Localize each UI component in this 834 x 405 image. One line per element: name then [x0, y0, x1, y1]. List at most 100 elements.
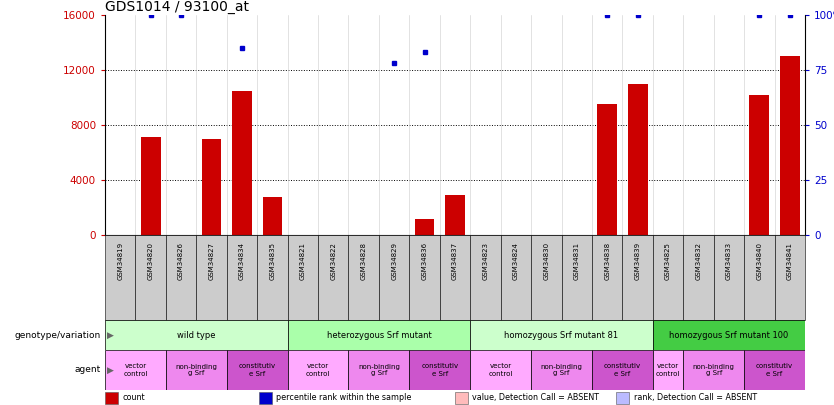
Text: rank, Detection Call = ABSENT: rank, Detection Call = ABSENT — [634, 393, 756, 402]
Bar — [288, 320, 470, 350]
Bar — [202, 139, 221, 235]
Text: GSM34841: GSM34841 — [786, 242, 793, 280]
Text: GSM34821: GSM34821 — [300, 242, 306, 280]
Bar — [750, 95, 769, 235]
Bar — [592, 350, 653, 390]
Text: GSM34829: GSM34829 — [391, 242, 397, 280]
Bar — [597, 104, 617, 235]
Text: GSM34836: GSM34836 — [421, 242, 428, 280]
Text: GSM34819: GSM34819 — [118, 242, 123, 280]
Text: GSM34839: GSM34839 — [635, 242, 641, 280]
Text: GSM34828: GSM34828 — [360, 242, 367, 280]
Bar — [166, 235, 196, 320]
Bar — [683, 235, 714, 320]
Text: GSM34824: GSM34824 — [513, 242, 519, 280]
Bar — [288, 235, 318, 320]
Text: GSM34832: GSM34832 — [696, 242, 701, 280]
Bar — [470, 320, 653, 350]
Bar — [318, 235, 349, 320]
Bar — [616, 392, 629, 403]
Bar — [440, 235, 470, 320]
Text: GDS1014 / 93100_at: GDS1014 / 93100_at — [105, 0, 249, 14]
Bar — [227, 350, 288, 390]
Bar — [263, 196, 282, 235]
Text: ▶: ▶ — [107, 330, 113, 339]
Text: agent: agent — [74, 365, 101, 375]
Bar — [232, 91, 252, 235]
Bar — [500, 235, 531, 320]
Text: GSM34831: GSM34831 — [574, 242, 580, 280]
Bar — [105, 392, 118, 403]
Bar — [105, 320, 288, 350]
Text: GSM34825: GSM34825 — [665, 242, 671, 280]
Text: wild type: wild type — [177, 330, 215, 339]
Bar — [288, 350, 349, 390]
Text: GSM34838: GSM34838 — [604, 242, 610, 280]
Bar — [561, 235, 592, 320]
Text: GSM34837: GSM34837 — [452, 242, 458, 280]
Text: non-binding
g Srf: non-binding g Srf — [540, 364, 582, 377]
Bar — [379, 235, 409, 320]
Bar — [409, 235, 440, 320]
Bar — [592, 235, 622, 320]
Text: percentile rank within the sample: percentile rank within the sample — [277, 393, 412, 402]
Text: homozygous Srf mutant 100: homozygous Srf mutant 100 — [670, 330, 788, 339]
Bar — [470, 235, 500, 320]
Bar — [105, 235, 135, 320]
Bar — [653, 235, 683, 320]
Text: GSM34833: GSM34833 — [726, 242, 732, 280]
Bar — [227, 235, 257, 320]
Bar — [349, 350, 409, 390]
Text: GSM34827: GSM34827 — [208, 242, 214, 280]
Text: vector
control: vector control — [306, 364, 330, 377]
Bar — [470, 350, 531, 390]
Bar — [683, 350, 744, 390]
Bar — [196, 235, 227, 320]
Bar — [622, 235, 653, 320]
Bar — [445, 195, 465, 235]
Bar — [653, 320, 805, 350]
Text: homozygous Srf mutant 81: homozygous Srf mutant 81 — [505, 330, 619, 339]
Bar — [105, 350, 166, 390]
Bar — [714, 235, 744, 320]
Bar — [414, 219, 435, 235]
Text: genotype/variation: genotype/variation — [14, 330, 101, 339]
Text: GSM34826: GSM34826 — [178, 242, 184, 280]
Text: value, Detection Call = ABSENT: value, Detection Call = ABSENT — [473, 393, 600, 402]
Bar — [349, 235, 379, 320]
Text: GSM34823: GSM34823 — [482, 242, 489, 280]
Text: GSM34834: GSM34834 — [239, 242, 245, 280]
Text: non-binding
g Srf: non-binding g Srf — [175, 364, 217, 377]
Bar — [141, 137, 160, 235]
Text: ▶: ▶ — [107, 365, 113, 375]
Text: GSM34835: GSM34835 — [269, 242, 275, 280]
Text: GSM34840: GSM34840 — [756, 242, 762, 280]
Bar — [628, 84, 647, 235]
Text: non-binding
g Srf: non-binding g Srf — [693, 364, 735, 377]
Bar — [166, 350, 227, 390]
Text: constitutiv
e Srf: constitutiv e Srf — [604, 364, 641, 377]
Text: constitutiv
e Srf: constitutiv e Srf — [421, 364, 459, 377]
Text: vector
control: vector control — [656, 364, 681, 377]
Bar — [135, 235, 166, 320]
Bar — [259, 392, 272, 403]
Text: non-binding
g Srf: non-binding g Srf — [358, 364, 399, 377]
Bar — [455, 392, 468, 403]
Text: count: count — [123, 393, 145, 402]
Bar — [257, 235, 288, 320]
Text: GSM34830: GSM34830 — [543, 242, 550, 280]
Text: GSM34820: GSM34820 — [148, 242, 153, 280]
Bar — [744, 235, 775, 320]
Text: vector
control: vector control — [123, 364, 148, 377]
Text: vector
control: vector control — [489, 364, 513, 377]
Bar — [531, 350, 592, 390]
Bar — [653, 350, 683, 390]
Text: constitutiv
e Srf: constitutiv e Srf — [239, 364, 276, 377]
Text: heterozygous Srf mutant: heterozygous Srf mutant — [327, 330, 431, 339]
Bar — [775, 235, 805, 320]
Bar — [780, 56, 800, 235]
Bar — [531, 235, 561, 320]
Bar — [409, 350, 470, 390]
Bar — [744, 350, 805, 390]
Text: constitutiv
e Srf: constitutiv e Srf — [756, 364, 793, 377]
